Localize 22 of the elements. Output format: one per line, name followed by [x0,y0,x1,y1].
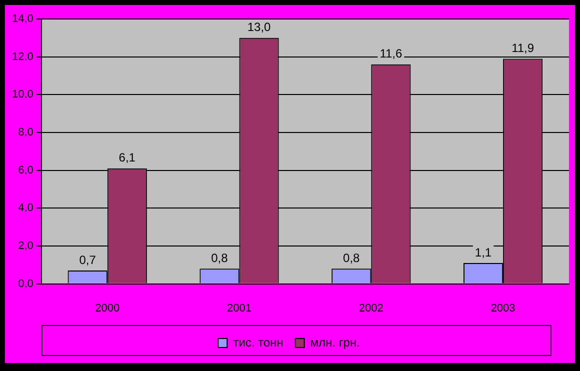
data-label: 13,0 [247,20,272,34]
legend-label: тис. тонн [233,335,284,350]
data-label: 11,9 [512,41,534,56]
x-tick-label: 2002 [358,302,384,314]
y-tick-label: 10,0 [12,88,34,101]
y-tick-label: 8,0 [18,126,34,139]
legend-label: млн. грн. [310,335,360,350]
y-tick-label: 12,0 [12,50,34,63]
x-tick-label: 2000 [95,302,120,314]
y-tick-label: 14,0 [12,13,34,26]
y-tick-label: 0,0 [18,278,34,290]
data-label: 1,1 [474,245,492,260]
x-tick-label: 2001 [227,302,252,314]
data-label: 6,1 [118,150,136,165]
data-label: 0,7 [79,252,96,267]
data-label: 0,8 [211,250,228,265]
x-tick-label: 2003 [490,302,516,314]
data-label: 11,6 [380,46,402,61]
y-tick-label: 6,0 [18,164,34,176]
y-tick-label: 2,0 [18,240,34,252]
y-tick-label: 4,0 [18,202,34,214]
data-label: 0,8 [343,250,360,265]
